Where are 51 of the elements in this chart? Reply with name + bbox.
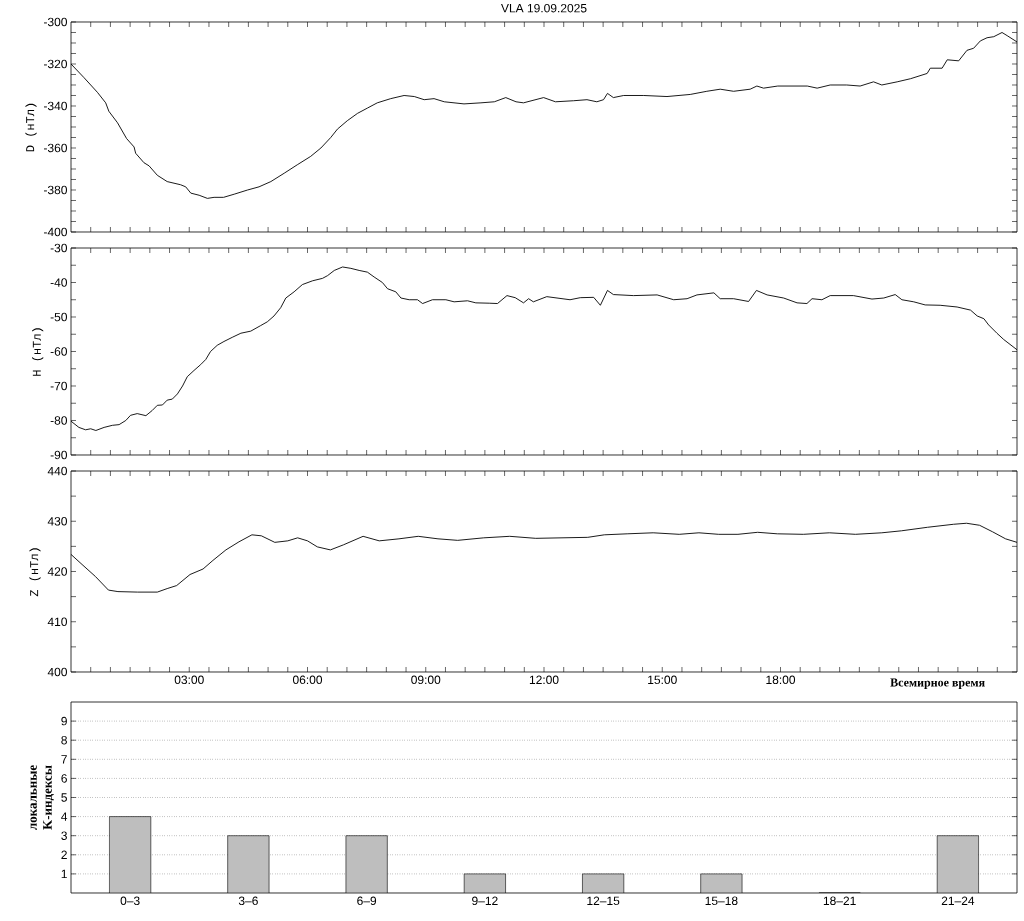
x-tick-label: 06:00 <box>292 675 323 685</box>
y-axis-title: D (нТл) <box>25 103 37 152</box>
x-tick-label: 18:00 <box>766 675 796 685</box>
y-tick-label: -40 <box>50 278 67 287</box>
x-tick-label: 12:00 <box>529 675 559 685</box>
y-tick-label: 6 <box>61 774 67 783</box>
y-tick-label: -70 <box>50 381 67 391</box>
bar <box>227 835 270 893</box>
y-tick-label: -300 <box>43 17 67 27</box>
y-tick-label: 4 <box>61 812 68 821</box>
y-tick-label: 430 <box>47 517 67 526</box>
x-tick-label: 09:00 <box>411 675 441 685</box>
x-tick-label: 21–24 <box>941 896 975 905</box>
y-tick-label: 8 <box>61 735 67 745</box>
y-tick-label: 410 <box>47 617 67 626</box>
bar <box>345 835 388 893</box>
chart-title: VLA 19.09.2025 <box>501 3 587 13</box>
y-tick-label: -30 <box>50 243 67 253</box>
x-axis-title: Всемирное время <box>890 678 985 689</box>
y-tick-label: -60 <box>50 347 67 356</box>
y-tick-label: -360 <box>43 143 67 153</box>
bar <box>109 816 152 893</box>
x-tick-label: 15:00 <box>648 675 677 685</box>
y-axis-title: локальные K-индексы <box>30 765 54 830</box>
x-tick-label: 15–18 <box>705 896 738 906</box>
y-tick-label: 440 <box>47 466 67 476</box>
x-tick-label: 18–21 <box>823 896 856 906</box>
x-tick-label: 9–12 <box>472 896 498 906</box>
x-tick-label: 0–3 <box>120 896 140 906</box>
y-tick-label: -380 <box>43 185 67 195</box>
bar <box>936 835 979 893</box>
y-tick-label: -340 <box>43 101 67 111</box>
y-tick-label: 7 <box>61 755 67 764</box>
y-tick-label: 1 <box>61 869 67 879</box>
y-tick-label: -80 <box>50 416 67 425</box>
y-tick-label: 420 <box>47 567 67 576</box>
y-tick-label: 5 <box>61 793 67 802</box>
y-axis-title: Z (нТл) <box>29 548 41 597</box>
y-tick-label: -320 <box>43 59 67 69</box>
y-tick-label: -50 <box>50 312 67 322</box>
y-tick-label: 2 <box>61 850 67 859</box>
x-tick-label: 12–15 <box>587 896 620 906</box>
y-tick-label: 400 <box>47 667 67 677</box>
y-axis-title: H (нТл) <box>32 328 44 376</box>
y-tick-label: 3 <box>61 831 67 840</box>
x-tick-label: 3–6 <box>238 896 258 906</box>
y-tick-label: 9 <box>61 716 67 726</box>
y-tick-label: -90 <box>50 450 67 460</box>
y-tick-label: -400 <box>43 227 67 237</box>
x-tick-label: 6–9 <box>357 896 377 906</box>
x-tick-label: 03:00 <box>174 675 204 685</box>
